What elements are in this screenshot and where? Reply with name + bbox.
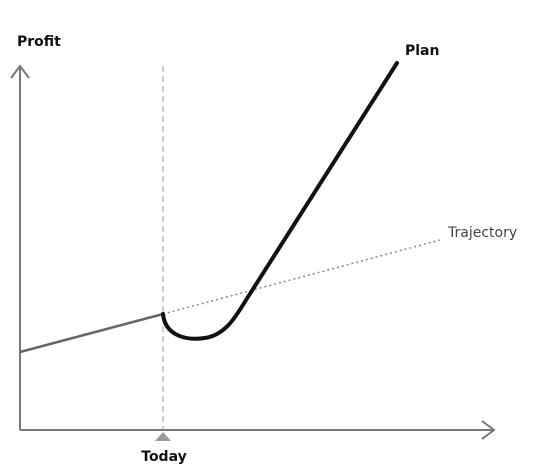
x-axis-arrow — [481, 420, 496, 440]
today-marker — [155, 432, 171, 441]
trajectory-line — [162, 239, 441, 315]
past-line — [19, 312, 164, 354]
today-label: Today — [141, 449, 186, 465]
plan-label: Plan — [405, 43, 439, 59]
plan-line — [161, 61, 399, 341]
y-axis-arrow — [10, 64, 30, 79]
trajectory-label: Trajectory — [447, 225, 517, 241]
y-axis-label: Profit — [17, 34, 61, 50]
